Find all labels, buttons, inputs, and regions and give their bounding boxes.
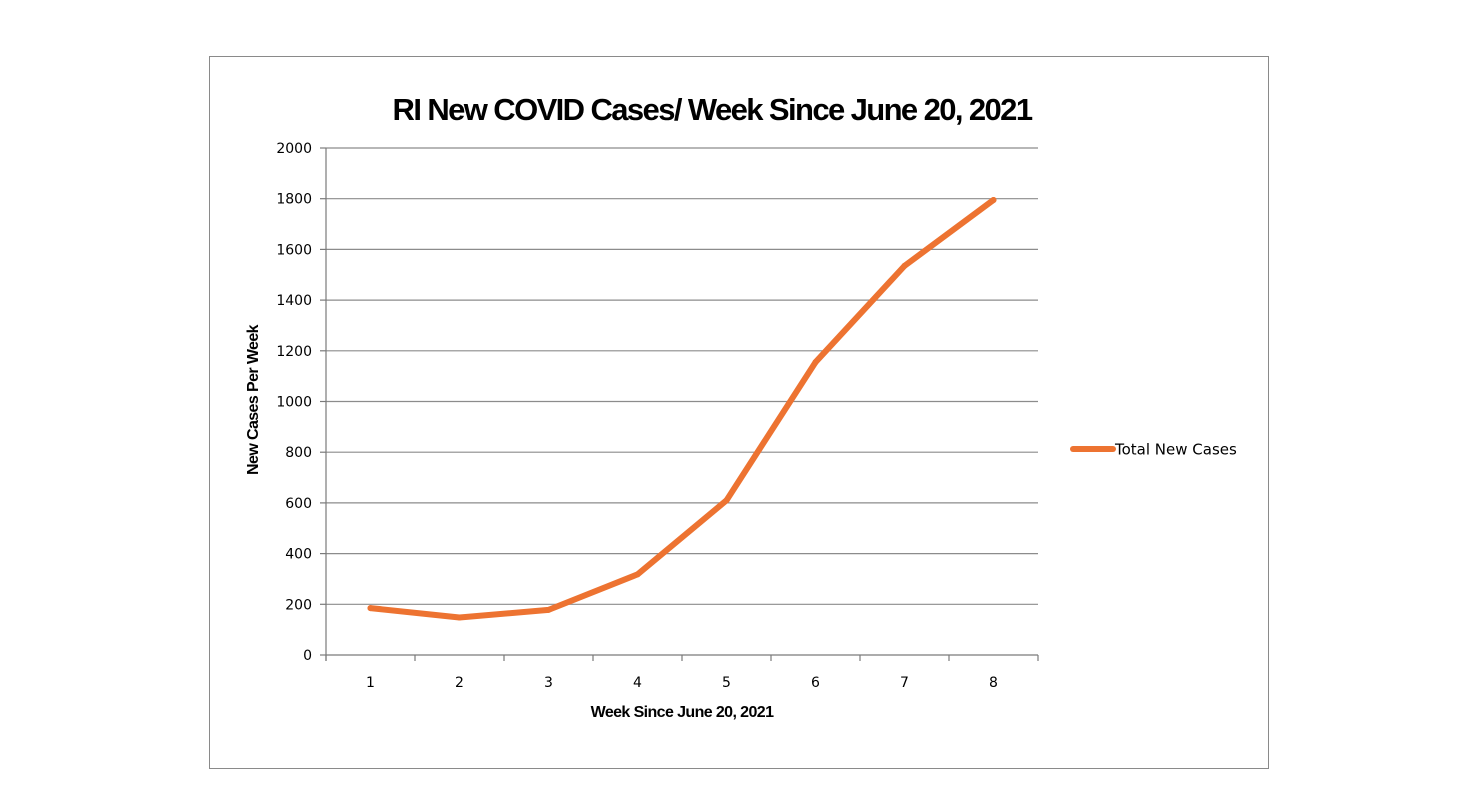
- x-tick-label: 5: [722, 675, 731, 691]
- y-tick-label: 600: [285, 496, 312, 512]
- y-tick-label: 0: [303, 648, 312, 664]
- y-tick-label: 1600: [276, 242, 312, 258]
- y-tick-label: 2000: [276, 141, 312, 157]
- data-point: [634, 571, 641, 578]
- y-tick-label: 1400: [276, 293, 312, 309]
- y-tick-label: 1800: [276, 192, 312, 208]
- y-axis-title: New Cases Per Week: [245, 324, 262, 475]
- y-tick-label: 1000: [276, 395, 312, 411]
- x-tick-label: 7: [900, 675, 909, 691]
- x-tick-label: 3: [544, 675, 553, 691]
- data-point: [812, 359, 819, 366]
- x-axis-tick-labels: 1 2 3 4 5 6 7 8: [366, 675, 998, 691]
- line-chart: RI New COVID Cases/ Week Since June 20, …: [245, 92, 1237, 721]
- gridlines: [326, 147, 1038, 605]
- data-point: [723, 497, 730, 504]
- chart-title: RI New COVID Cases/ Week Since June 20, …: [393, 92, 1033, 127]
- legend: Total New Cases: [1070, 441, 1237, 459]
- data-point: [901, 262, 908, 269]
- y-axis-tick-labels: 0 200 400 600 800 1000 1200 1400 1600 1800 2000: [276, 141, 312, 664]
- y-tick-label: 400: [285, 547, 312, 563]
- chart-frame: RI New COVID Cases/ Week Since June 20, …: [209, 56, 1269, 769]
- data-point: [990, 196, 997, 203]
- x-tick-label: 1: [366, 675, 375, 691]
- data-point: [545, 606, 552, 613]
- series-line: [367, 196, 997, 621]
- x-axis-title: Week Since June 20, 2021: [591, 704, 774, 721]
- legend-label: Total New Cases: [1114, 441, 1237, 459]
- y-tick-label: 1200: [276, 344, 312, 360]
- x-tick-label: 2: [455, 675, 464, 691]
- data-point: [367, 605, 374, 612]
- x-tick-label: 8: [989, 675, 998, 691]
- data-point: [456, 614, 463, 621]
- data-series: [367, 196, 997, 621]
- x-tick-label: 6: [811, 675, 820, 691]
- x-tick-label: 4: [633, 675, 642, 691]
- y-tick-label: 200: [285, 597, 312, 613]
- y-tick-label: 800: [285, 445, 312, 461]
- axes: [320, 147, 1039, 661]
